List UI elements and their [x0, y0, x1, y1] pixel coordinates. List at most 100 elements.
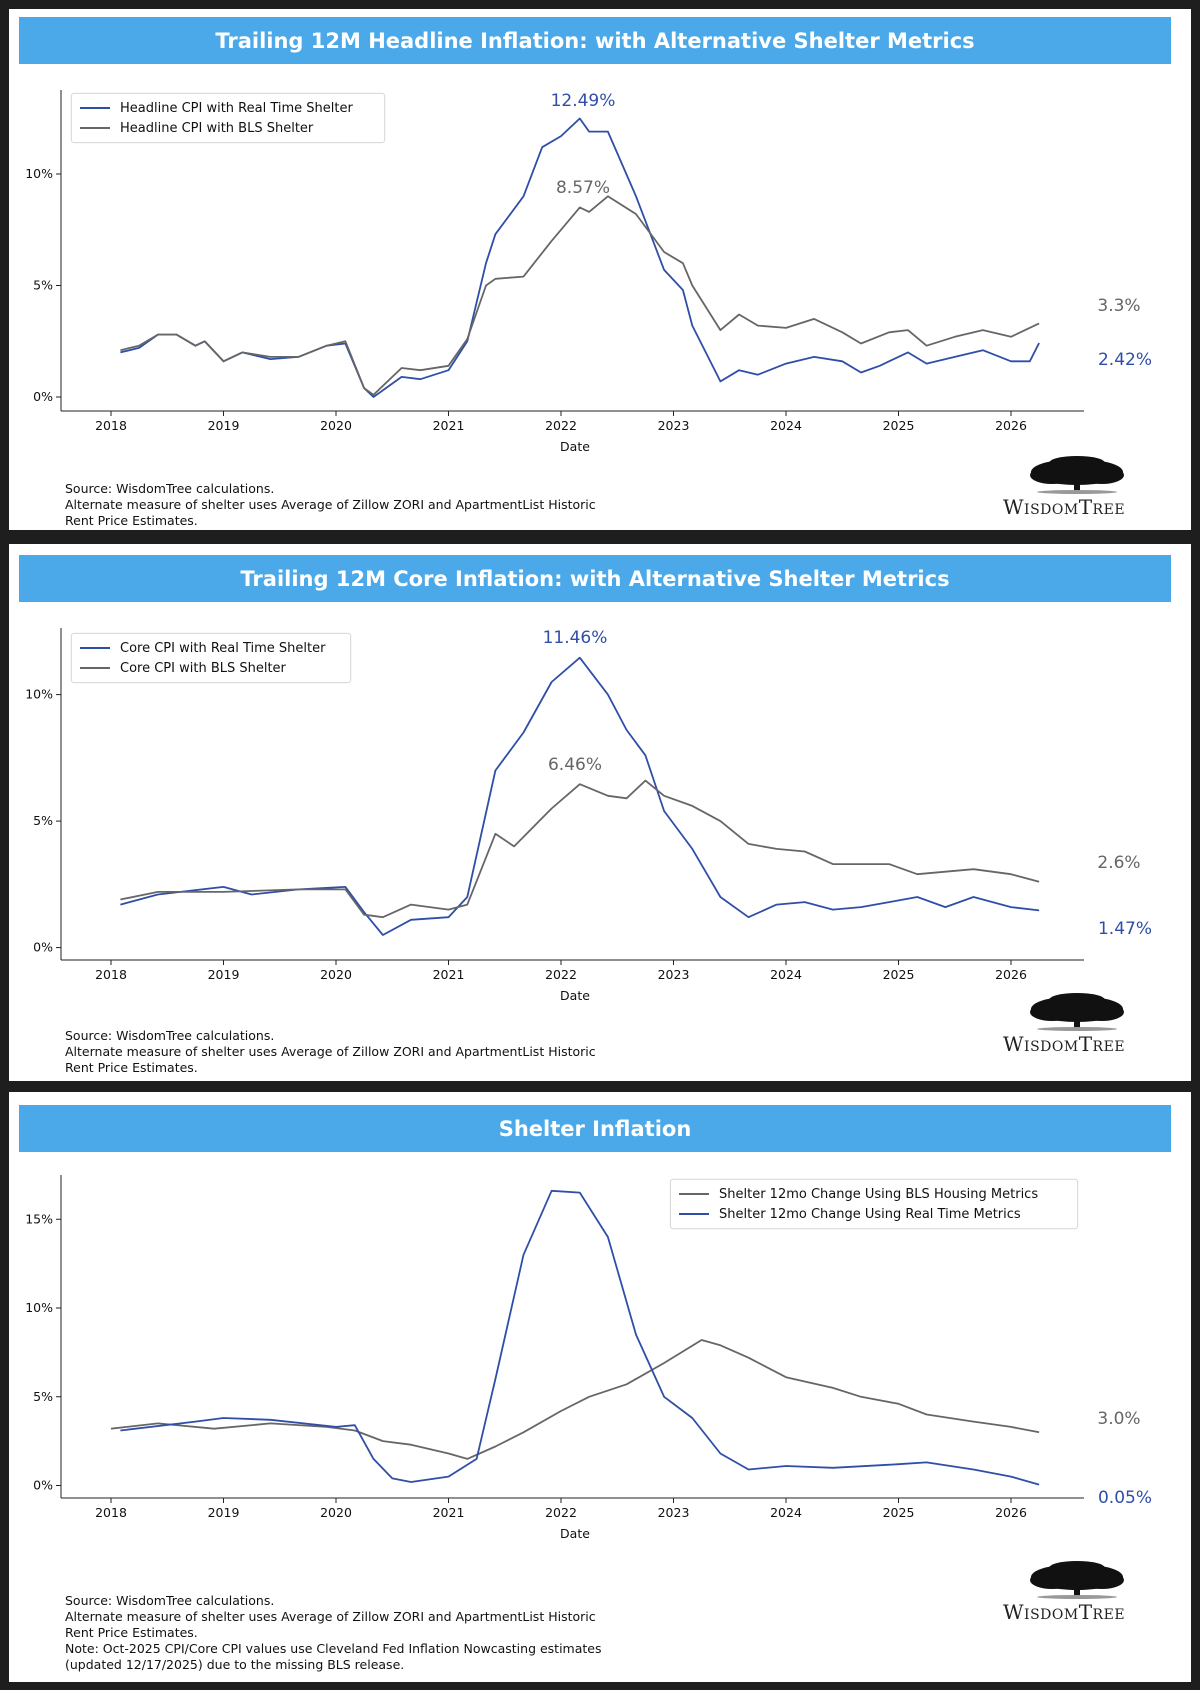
y-tick-label: 10% [25, 166, 53, 181]
source-line: Source: WisdomTree calculations. [65, 1028, 275, 1043]
legend-label: Headline CPI with BLS Shelter [120, 120, 314, 136]
wisdomtree-logo: WisdomTree [997, 455, 1162, 521]
legend: Shelter 12mo Change Using BLS Housing Me… [670, 1179, 1078, 1229]
x-tick-label: 2025 [883, 418, 915, 433]
x-tick-label: 2020 [320, 967, 352, 982]
wisdomtree-logo: WisdomTree [997, 1560, 1162, 1626]
x-tick-label: 2024 [770, 1505, 802, 1520]
data-label: 8.57% [556, 178, 610, 198]
series-line [120, 656, 1040, 936]
x-tick-label: 2022 [545, 1505, 577, 1520]
tree-icon [1030, 993, 1124, 1031]
x-axis-label: Date [560, 439, 590, 454]
x-tick-label: 2022 [545, 967, 577, 982]
legend-swatch [80, 667, 110, 669]
data-label: 6.46% [548, 755, 602, 775]
wisdomtree-logo: WisdomTree [997, 992, 1162, 1058]
x-tick-label: 2026 [995, 418, 1027, 433]
series-line [120, 195, 1040, 396]
series-line [120, 779, 1040, 919]
y-tick-label: 5% [33, 1389, 53, 1404]
series-line [110, 1339, 1040, 1460]
x-tick-label: 2019 [208, 1505, 240, 1520]
x-tick-label: 2022 [545, 418, 577, 433]
note-line: Note: Oct-2025 CPI/Core CPI values use C… [65, 1641, 602, 1656]
logo-text: WisdomTree [1003, 495, 1126, 519]
x-tick-label: 2023 [658, 418, 690, 433]
x-tick-label: 2026 [995, 967, 1027, 982]
x-tick-label: 2026 [995, 1505, 1027, 1520]
legend-item: Headline CPI with BLS Shelter [80, 118, 376, 138]
note-line: (updated 12/17/2025) due to the missing … [65, 1657, 405, 1672]
data-label: 1.47% [1098, 919, 1152, 939]
legend-swatch [80, 647, 110, 649]
logo-text: WisdomTree [1003, 1600, 1126, 1624]
data-label: 3.0% [1097, 1409, 1140, 1429]
data-label: 2.6% [1097, 853, 1140, 873]
source-line: Source: WisdomTree calculations. [65, 481, 275, 496]
legend-label: Core CPI with BLS Shelter [120, 660, 286, 676]
source-line: Rent Price Estimates. [65, 513, 198, 528]
data-label: 12.49% [551, 91, 616, 111]
source-line: Alternate measure of shelter uses Averag… [65, 497, 596, 512]
data-label: 0.05% [1098, 1488, 1152, 1508]
tree-icon [1030, 1561, 1124, 1599]
legend-item: Shelter 12mo Change Using BLS Housing Me… [679, 1184, 1069, 1204]
y-tick-label: 0% [33, 940, 53, 955]
headline-chart-panel: Trailing 12M Headline Inflation: with Al… [9, 9, 1191, 530]
y-tick-label: 5% [33, 278, 53, 293]
y-tick-label: 10% [25, 687, 53, 702]
legend: Headline CPI with Real Time Shelter Head… [71, 93, 385, 143]
legend-swatch [679, 1193, 709, 1195]
x-tick-label: 2019 [208, 967, 240, 982]
legend: Core CPI with Real Time Shelter Core CPI… [71, 633, 351, 683]
source-note: Source: WisdomTree calculations. Alterna… [65, 1593, 602, 1673]
source-note: Source: WisdomTree calculations. Alterna… [65, 481, 596, 529]
x-axis-label: Date [560, 988, 590, 1003]
x-tick-label: 2018 [95, 1505, 127, 1520]
x-tick-label: 2023 [658, 1505, 690, 1520]
y-tick-label: 15% [25, 1211, 53, 1226]
x-tick-label: 2024 [770, 418, 802, 433]
source-line: Alternate measure of shelter uses Averag… [65, 1044, 596, 1059]
x-tick-label: 2021 [433, 418, 465, 433]
series-line [120, 1189, 1040, 1486]
x-tick-label: 2024 [770, 967, 802, 982]
x-tick-label: 2021 [433, 967, 465, 982]
y-tick-label: 5% [33, 813, 53, 828]
core-chart-panel: Trailing 12M Core Inflation: with Altern… [9, 544, 1191, 1081]
data-label: 11.46% [543, 628, 608, 648]
logo-text: WisdomTree [1003, 1032, 1126, 1056]
legend-label: Shelter 12mo Change Using Real Time Metr… [719, 1206, 1021, 1222]
source-note: Source: WisdomTree calculations. Alterna… [65, 1028, 596, 1076]
legend-label: Core CPI with Real Time Shelter [120, 640, 326, 656]
chart-title: Shelter Inflation [19, 1105, 1171, 1152]
legend-item: Core CPI with Real Time Shelter [80, 638, 342, 658]
y-tick-label: 0% [33, 389, 53, 404]
legend-item: Core CPI with BLS Shelter [80, 658, 342, 678]
data-label: 2.42% [1098, 350, 1152, 370]
y-tick-label: 0% [33, 1478, 53, 1493]
shelter-chart-panel: Shelter Inflation Shelter 12mo Change Us… [9, 1092, 1191, 1682]
x-tick-label: 2023 [658, 967, 690, 982]
chart-title: Trailing 12M Core Inflation: with Altern… [19, 555, 1171, 602]
y-tick-label: 10% [25, 1300, 53, 1315]
legend-item: Shelter 12mo Change Using Real Time Metr… [679, 1204, 1069, 1224]
x-tick-label: 2019 [208, 418, 240, 433]
x-axis-label: Date [560, 1526, 590, 1541]
source-line: Alternate measure of shelter uses Averag… [65, 1609, 596, 1624]
legend-swatch [679, 1213, 709, 1215]
x-tick-label: 2025 [883, 967, 915, 982]
x-tick-label: 2020 [320, 1505, 352, 1520]
legend-swatch [80, 127, 110, 129]
x-tick-label: 2025 [883, 1505, 915, 1520]
tree-icon [1030, 456, 1124, 494]
legend-label: Headline CPI with Real Time Shelter [120, 100, 353, 116]
legend-swatch [80, 107, 110, 109]
data-label: 3.3% [1097, 296, 1140, 316]
x-tick-label: 2020 [320, 418, 352, 433]
legend-label: Shelter 12mo Change Using BLS Housing Me… [719, 1186, 1039, 1202]
x-tick-label: 2018 [95, 967, 127, 982]
x-tick-label: 2021 [433, 1505, 465, 1520]
